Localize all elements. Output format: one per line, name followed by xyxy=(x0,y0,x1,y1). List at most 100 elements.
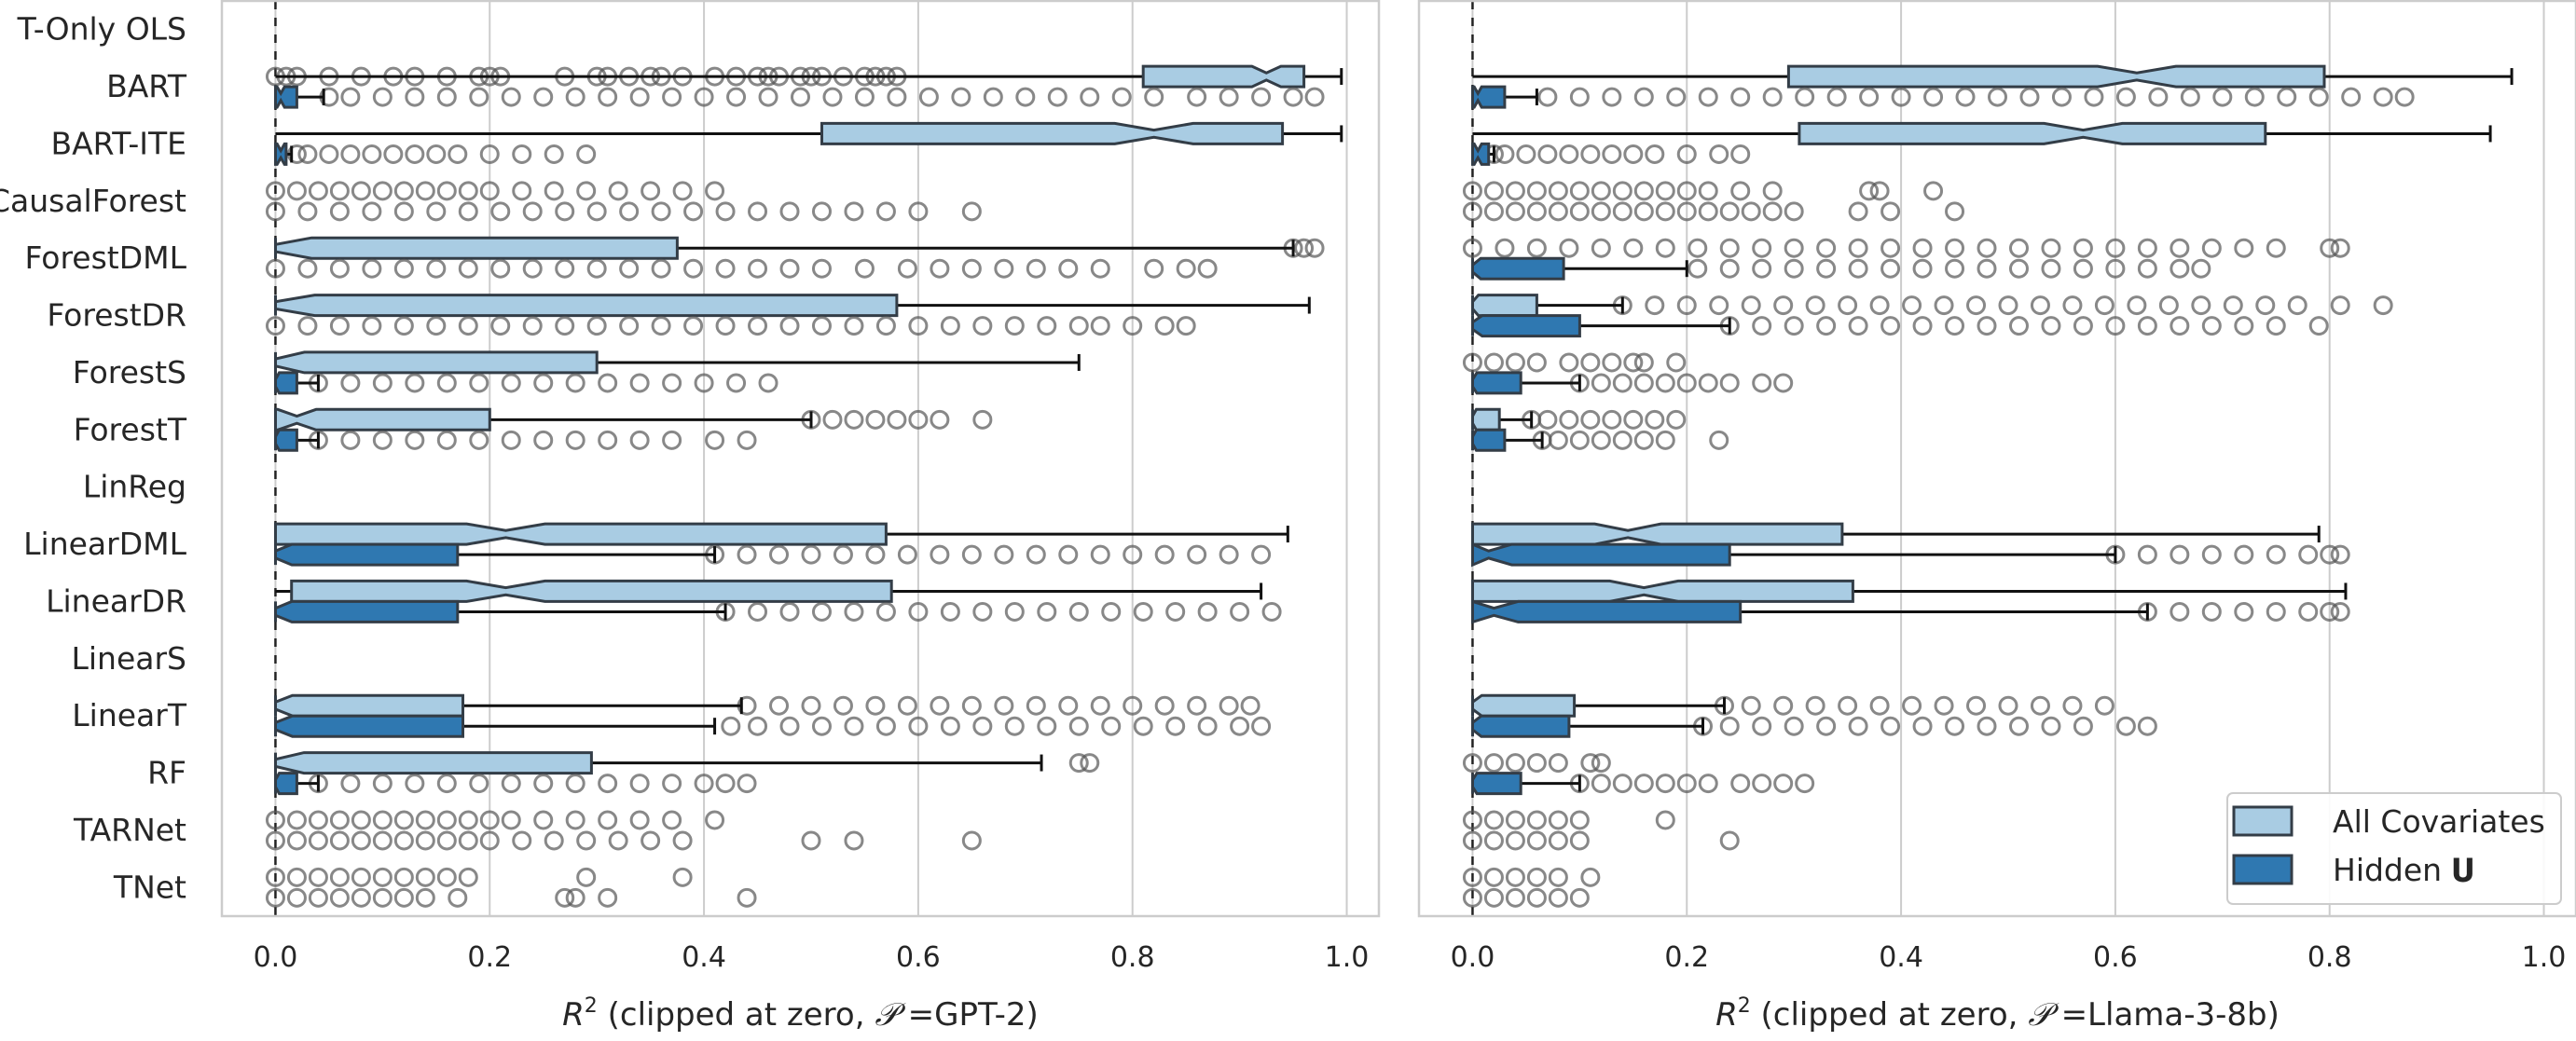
outlier-tarnet-all-covariates-1-5 xyxy=(1569,810,1590,830)
outlier-bart-hidden-u-0-26 xyxy=(1144,87,1164,107)
outlier-forestdml-all-covariates-1-0 xyxy=(1462,238,1482,258)
box-body-lineart-all-covariates-0 xyxy=(274,693,464,718)
outlier-causalforest-hidden-u-0-7 xyxy=(490,201,511,222)
labels-layer: T-Only OLS BART BART-ITE CausalForest Forest… xyxy=(0,11,2566,1034)
outlier-bart-ite-hidden-u-0-12 xyxy=(576,144,597,164)
outlier-forestdml-hidden-u-0-2 xyxy=(329,258,350,279)
frames-layer xyxy=(220,0,2576,918)
outlier-forestdml-hidden-u-0-5 xyxy=(426,258,447,279)
outlier-bart-hidden-u-1-8 xyxy=(1795,87,1815,107)
outlier-forestdml-hidden-u-1-4 xyxy=(1816,258,1837,279)
outlier-forestdml-hidden-u-1-1 xyxy=(1719,258,1740,279)
outlier-causalforest-hidden-u-0-13 xyxy=(683,201,704,222)
outlier-bart-ite-hidden-u-1-2 xyxy=(1516,144,1536,164)
outlier-forestt-hidden-u-1-4 xyxy=(1612,430,1632,450)
outlier-rf-all-covariates-0-1 xyxy=(1080,753,1100,774)
outlier-causalforest-all-covariates-1-9 xyxy=(1655,181,1675,201)
outlier-causalforest-all-covariates-0-16 xyxy=(672,181,693,201)
legend-frame xyxy=(2226,792,2562,905)
outlier-bart-hidden-u-0-11 xyxy=(662,87,682,107)
outlier-forestdr-hidden-u-0-6 xyxy=(458,316,478,336)
outlier-tarnet-hidden-u-0-8 xyxy=(436,830,457,851)
outlier-tnet-hidden-u-0-1 xyxy=(286,887,307,908)
box-forests-hidden-u-1 xyxy=(1471,371,1794,395)
outlier-forestdr-hidden-u-0-9 xyxy=(555,316,575,336)
outlier-forestdml-hidden-u-1-10 xyxy=(2008,258,2029,279)
outlier-tnet-hidden-u-0-3 xyxy=(329,887,350,908)
outlier-tarnet-all-covariates-0-6 xyxy=(393,810,414,830)
outlier-lineart-hidden-u-0-11 xyxy=(1068,716,1089,736)
outlier-forestdr-hidden-u-1-5 xyxy=(1880,316,1901,336)
panel-frame-1 xyxy=(1417,0,2576,918)
outlier-tarnet-all-covariates-0-7 xyxy=(415,810,435,830)
outlier-causalforest-all-covariates-1-6 xyxy=(1591,181,1611,201)
outlier-causalforest-hidden-u-0-15 xyxy=(748,201,768,222)
outlier-tarnet-hidden-u-0-9 xyxy=(458,830,478,851)
outlier-lineart-hidden-u-1-11 xyxy=(2041,716,2061,736)
box-forestdml-hidden-u-0 xyxy=(265,258,1218,279)
outlier-forestdr-all-covariates-1-3 xyxy=(1709,295,1729,316)
outlier-causalforest-all-covariates-0-15 xyxy=(641,181,661,201)
outlier-tnet-all-covariates-1-3 xyxy=(1526,867,1547,887)
outlier-forestt-hidden-u-0-11 xyxy=(662,430,682,450)
outlier-bart-ite-hidden-u-0-5 xyxy=(383,144,404,164)
outlier-tnet-hidden-u-0-7 xyxy=(415,887,435,908)
outlier-bart-ite-hidden-u-1-1 xyxy=(1495,144,1515,164)
outlier-forestt-hidden-u-1-1 xyxy=(1548,430,1568,450)
box-lineardml-all-covariates-0 xyxy=(274,522,1289,546)
outlier-forests-all-covariates-1-5 xyxy=(1580,352,1601,373)
outlier-tarnet-hidden-u-0-10 xyxy=(479,830,500,851)
outlier-lineardr-hidden-u-1-3 xyxy=(2234,601,2254,622)
outlier-rf-all-covariates-1-4 xyxy=(1548,753,1568,774)
outlier-tnet-hidden-u-1-1 xyxy=(1483,887,1504,908)
outlier-bart-hidden-u-0-9 xyxy=(598,87,618,107)
outlier-causalforest-all-covariates-0-6 xyxy=(393,181,414,201)
outlier-rf-hidden-u-0-5 xyxy=(469,774,489,794)
box-body-forestdr-hidden-u-1 xyxy=(1471,314,1581,338)
outlier-lineart-all-covariates-1-7 xyxy=(1934,695,1954,716)
outlier-causalforest-all-covariates-1-8 xyxy=(1633,181,1654,201)
outlier-tnet-all-covariates-1-4 xyxy=(1548,867,1568,887)
outlier-lineart-all-covariates-0-8 xyxy=(994,695,1014,716)
outlier-causalforest-hidden-u-0-18 xyxy=(844,201,864,222)
outlier-tarnet-all-covariates-0-3 xyxy=(329,810,350,830)
outlier-forestdml-all-covariates-1-27 xyxy=(2330,238,2350,258)
outlier-tarnet-hidden-u-0-3 xyxy=(329,830,350,851)
outlier-tarnet-all-covariates-0-10 xyxy=(479,810,500,830)
outlier-bart-hidden-u-0-14 xyxy=(758,87,778,107)
outlier-bart-hidden-u-1-5 xyxy=(1698,87,1718,107)
outlier-tnet-hidden-u-1-3 xyxy=(1526,887,1547,908)
outlier-bart-hidden-u-0-23 xyxy=(1047,87,1068,107)
outlier-bart-hidden-u-0-30 xyxy=(1283,87,1303,107)
outlier-causalforest-all-covariates-1-10 xyxy=(1676,181,1697,201)
outlier-forestdml-all-covariates-1-12 xyxy=(1848,238,1868,258)
outlier-causalforest-hidden-u-1-14 xyxy=(1762,201,1783,222)
outlier-tarnet-hidden-u-0-15 xyxy=(641,830,661,851)
box-tnet-all-covariates-0 xyxy=(265,867,693,887)
outlier-forests-hidden-u-0-3 xyxy=(405,373,425,393)
outlier-forestdml-hidden-u-0-23 xyxy=(1026,258,1046,279)
outlier-lineart-hidden-u-0-5 xyxy=(875,716,896,736)
outlier-bart-ite-hidden-u-0-6 xyxy=(405,144,425,164)
box-forestdr-all-covariates-1 xyxy=(1471,294,2393,318)
box-bart-all-covariates-0 xyxy=(265,64,1343,89)
outlier-bart-hidden-u-0-6 xyxy=(501,87,521,107)
outlier-bart-hidden-u-1-7 xyxy=(1762,87,1783,107)
outlier-forestt-all-covariates-1-2 xyxy=(1559,409,1579,430)
outlier-forestt-hidden-u-1-3 xyxy=(1591,430,1611,450)
outlier-lineardml-hidden-u-1-4 xyxy=(2234,544,2254,565)
outlier-lineardr-hidden-u-0-8 xyxy=(972,601,993,622)
outlier-causalforest-all-covariates-0-10 xyxy=(479,181,500,201)
legend-swatch-all-covariates xyxy=(2232,805,2294,837)
box-forestdml-all-covariates-0 xyxy=(274,236,1325,260)
outlier-bart-hidden-u-1-13 xyxy=(1955,87,1976,107)
legend-label-all-covariates: All Covariates xyxy=(2333,803,2545,840)
outlier-lineart-all-covariates-1-12 xyxy=(2094,695,2115,716)
outlier-causalforest-hidden-u-0-12 xyxy=(651,201,671,222)
outlier-forestdml-hidden-u-1-3 xyxy=(1784,258,1804,279)
outlier-forestdr-all-covariates-1-19 xyxy=(2223,295,2243,316)
outlier-lineart-all-covariates-0-7 xyxy=(961,695,982,716)
outlier-tnet-all-covariates-0-0 xyxy=(265,867,285,887)
outlier-tarnet-hidden-u-0-18 xyxy=(844,830,864,851)
